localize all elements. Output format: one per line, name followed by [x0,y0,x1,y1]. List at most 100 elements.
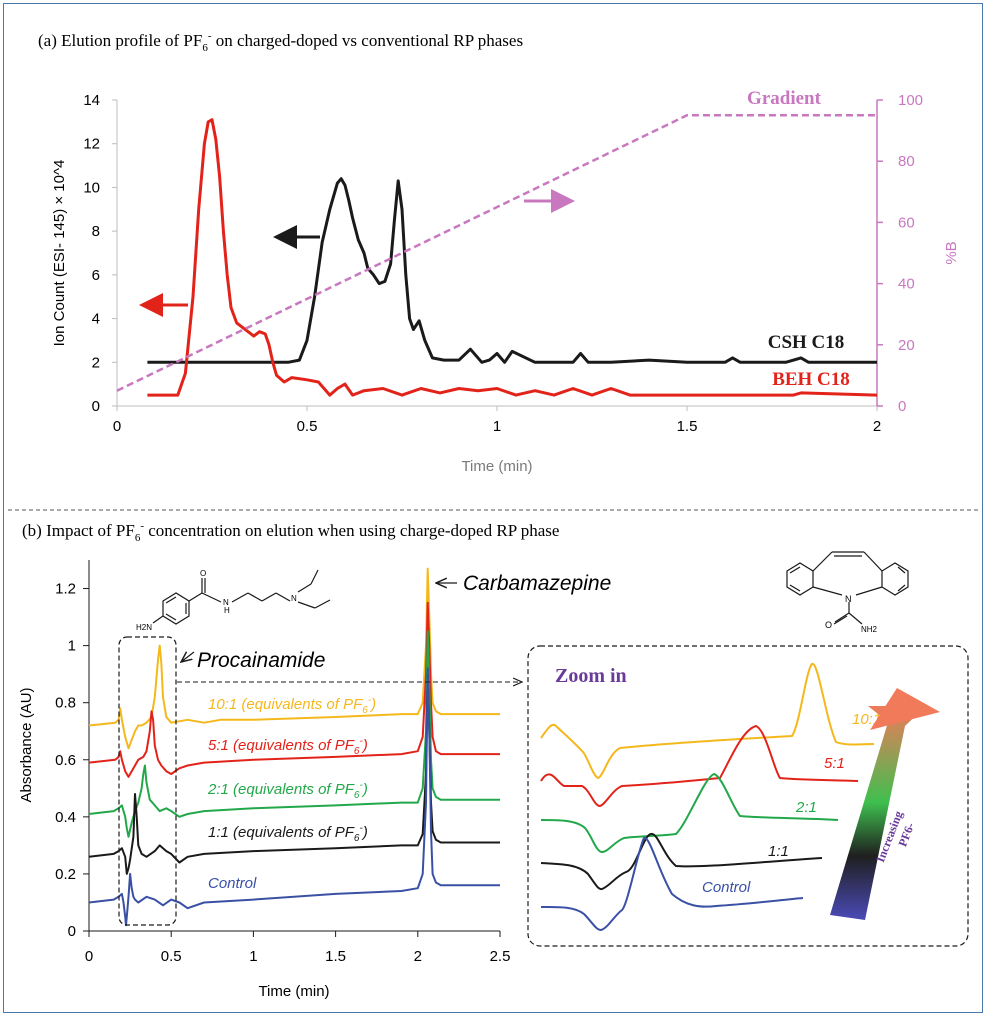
series-beh-c18 [147,118,878,397]
panel-b-x-tick-label: 1 [249,948,257,965]
gradient-label: Gradient [747,88,822,109]
label-control: Control [208,875,257,892]
carbamazepine-n-bond [855,586,883,596]
panel-b-y-tick-label: 0.6 [55,752,76,769]
panel-a-x-tick-label: 2 [873,418,881,435]
zoom-label-10-to-1: 10:1 [852,711,881,728]
panel-a-x-axis-label: Time (min) [461,458,532,475]
series-control [88,667,500,927]
procainamide-cn-bond [201,592,222,603]
panel-a-y-tick-label: 12 [83,136,100,153]
figure-frame [3,3,983,1013]
carbamazepine-right-double [897,584,906,592]
carbamazepine-n-label: N [845,594,852,604]
procainamide-chain-bond [231,592,249,603]
panel-a-axes [116,100,878,407]
zoom-label-2-to-1: 2:1 [795,799,817,816]
procainamide-amine-bond [152,615,164,624]
panel-a-x-tick-label: 0.5 [297,418,318,435]
panel-b-y-tick-label: 1.2 [55,581,76,598]
procainamide-carbonyl-bond [188,592,203,602]
panel-b-x-tick-label: 2.5 [490,948,511,965]
series-2-1 [88,630,500,838]
panel-a-y2-axis-label: %B [943,241,960,264]
procainamide-ring-double-bond [165,613,177,621]
panel-b-x-tick-label: 2 [414,948,422,965]
zoom-label-5-to-1: 5:1 [824,755,845,772]
procainamide-oxygen-label: O [200,569,206,578]
csh-c18-label: CSH C18 [768,332,845,353]
carbamazepine-ring-left [786,562,814,596]
panel-b-y-tick-label: 0.2 [55,866,76,883]
zoom-curve-2-to-1 [540,772,839,854]
carbamazepine-co-double [833,615,848,625]
label-10-to-1: 10:1 (equivalents of PF6-) [208,695,376,716]
carbamazepine-bridge [812,551,833,572]
panel-a-y2-tick-label: 80 [898,153,915,170]
procainamide-pointer [181,652,195,662]
panel-b-y-axis-label: Absorbance (AU) [18,687,35,802]
increasing-arrow-shape [830,706,926,920]
carbamazepine-structure [786,551,909,625]
carbamazepine-left-double [789,584,801,592]
panel-a-title: (a) Elution profile of PF6- on charged-d… [38,30,523,54]
panel-b-y-tick-label: 0.4 [55,809,76,826]
procainamide-ethyl-bond [314,599,331,609]
zoom-label-control: Control [702,879,751,896]
carbamazepine-right-double [897,566,906,574]
procainamide-ring-double-bond [165,596,177,604]
panel-b-y-tick-label: 0.8 [55,695,76,712]
panel-b-y-tick-label: 1 [68,638,76,655]
panel-a-y2-tick-label: 0 [898,398,906,415]
panel-a-x-tick-label: 0 [113,418,121,435]
panel-a-y-tick-label: 4 [92,311,100,328]
procainamide-ethyl-bond [297,583,312,593]
panel-a-y2-tick-label: 100 [898,92,923,109]
procainamide-structure [152,569,331,625]
procainamide-chain-bond [261,592,277,602]
procainamide-ethyl-bond [310,569,319,585]
panel-b-x-tick-label: 1.5 [325,948,346,965]
series-gradient [116,114,877,392]
procainamide-ethyl-bond [297,601,316,609]
panel-a-y2-tick-label: 20 [898,337,915,354]
zoom-in-box [527,645,969,947]
panel-a-y-tick-label: 2 [92,354,100,371]
panel-a-y-tick-label: 8 [92,223,100,240]
carbamazepine-o-label: O [825,620,832,630]
series-10-1 [88,567,500,750]
procainamide-tert-n-label: N [291,594,297,603]
panel-a-y2-tick-label: 40 [898,276,915,293]
panel-a-y-axis-label: Ion Count (ESI- 145) × 10^4 [51,160,68,347]
carbamazepine-n-bond [812,586,843,596]
procainamide-chain-bond [275,592,291,602]
procainamide-amide-n-label: N [223,598,229,607]
carbamazepine-nh2-label: NH2 [861,625,878,634]
carbamazepine-ring-right [881,562,909,596]
zoom-curve-1-to-1 [540,833,823,891]
panel-a-x-tick-label: 1.5 [677,418,698,435]
carbamazepine-label: Carbamazepine [463,572,611,595]
carbamazepine-bridge [863,551,883,572]
carbamazepine-left-double [789,566,801,574]
procainamide-chain-bond [247,592,263,602]
label-1-to-1: 1:1 (equivalents of PF6-) [208,823,368,844]
zoom-label-1-to-1: 1:1 [768,843,789,860]
panel-b-y-tick-label: 0 [68,923,76,940]
series-csh-c18 [147,177,877,364]
panel-a-y-tick-label: 14 [83,92,100,109]
panel-b-title: (b) Impact of PF6- concentration on elut… [22,520,559,544]
panel-a-x-tick-label: 1 [493,418,501,435]
label-5-to-1: 5:1 (equivalents of PF6-) [208,736,368,757]
procainamide-highlight-box [118,636,177,926]
panel-b-axes [88,560,500,932]
series-5-1 [88,601,500,778]
panel-a-y-tick-label: 6 [92,267,100,284]
zoom-curve-10-to-1 [540,662,875,780]
label-2-to-1: 2:1 (equivalents of PF6-) [207,780,368,801]
beh-c18-label: BEH C18 [772,369,850,390]
panel-a-y2-tick-label: 60 [898,214,915,231]
zoom-curve-5-to-1 [540,724,859,808]
